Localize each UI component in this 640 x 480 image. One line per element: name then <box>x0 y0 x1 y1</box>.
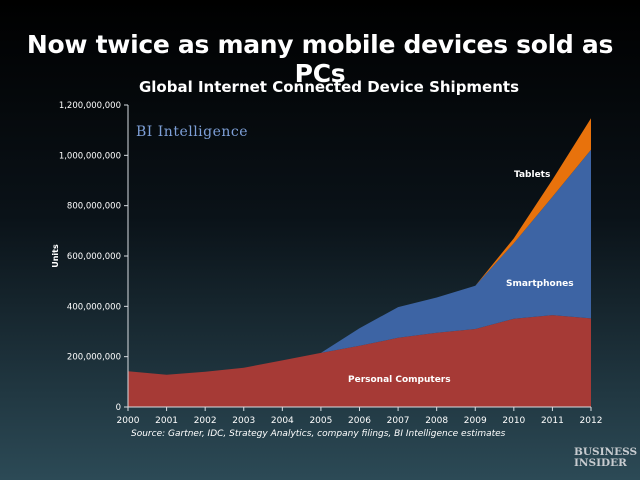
y-tick-label: 0 <box>116 403 121 413</box>
y-tick-label: 600,000,000 <box>67 252 121 262</box>
y-tick-label: 400,000,000 <box>67 302 121 312</box>
x-tick-label: 2000 <box>117 416 140 426</box>
watermark-logo: BI Intelligence <box>136 124 248 140</box>
y-tick-label: 800,000,000 <box>67 202 121 212</box>
x-tick-label: 2001 <box>155 416 178 426</box>
y-axis-label: Units <box>51 244 60 268</box>
x-tick-label: 2011 <box>541 416 564 426</box>
area-personal-computers <box>128 315 591 407</box>
brand-line-1: BUSINESS <box>574 446 638 458</box>
x-tick-label: 2003 <box>232 416 255 426</box>
y-tick-label: 1,000,000,000 <box>59 151 121 161</box>
slide-title: Now twice as many mobile devices sold as… <box>26 30 614 88</box>
x-tick-label: 2005 <box>309 416 332 426</box>
series-label-personal-computers: Personal Computers <box>348 375 451 385</box>
series-label-smartphones: Smartphones <box>506 279 574 289</box>
business-insider-logo: BUSINESS INSIDER <box>574 446 638 469</box>
x-tick-label: 2004 <box>271 416 294 426</box>
brand-line-2: INSIDER <box>574 457 627 469</box>
chart-areas <box>128 118 591 407</box>
x-tick-labels: 2000 2001 2002 2003 2004 2005 2006 2007 2008 2009… <box>117 416 603 426</box>
x-tick-label: 2006 <box>348 416 371 426</box>
chart-axes <box>124 104 592 411</box>
x-tick-label: 2009 <box>464 416 487 426</box>
y-tick-label: 1,200,000,000 <box>59 101 121 111</box>
x-tick-label: 2007 <box>387 416 410 426</box>
watermark-text: BI Intelligence <box>136 124 249 140</box>
x-tick-label: 2012 <box>580 416 603 426</box>
area-smartphones <box>128 149 591 375</box>
y-tick-labels: 0 200,000,000 400,000,000 600,000,000 800,00… <box>59 101 121 413</box>
y-tick-label: 200,000,000 <box>67 353 121 363</box>
source-note: Source: Gartner, IDC, Strategy Analytics… <box>131 429 506 439</box>
x-tick-label: 2010 <box>502 416 525 426</box>
series-label-tablets: Tablets <box>514 170 551 180</box>
x-tick-label: 2002 <box>194 416 217 426</box>
x-tick-label: 2008 <box>425 416 448 426</box>
chart-title: Global Internet Connected Device Shipmen… <box>138 78 520 96</box>
